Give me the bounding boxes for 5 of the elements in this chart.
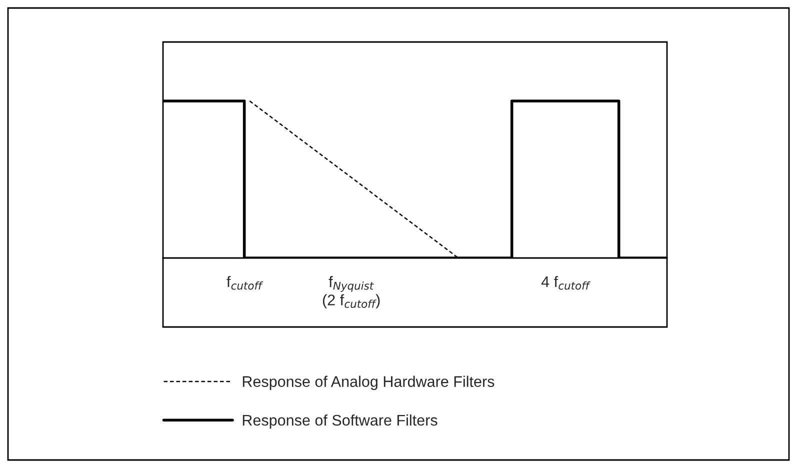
x-tick-label: f$_{cutoff}$ bbox=[226, 276, 264, 290]
x-tick-label: 4 f$_{cutoff}$ bbox=[541, 276, 590, 290]
x-tick-label: f$_{Nyquist}$ (2 f$_{cutoff}$) bbox=[322, 276, 380, 308]
legend-label: Response of Analog Hardware Filters bbox=[242, 376, 494, 390]
legend-label: Response of Software Filters bbox=[242, 414, 438, 429]
